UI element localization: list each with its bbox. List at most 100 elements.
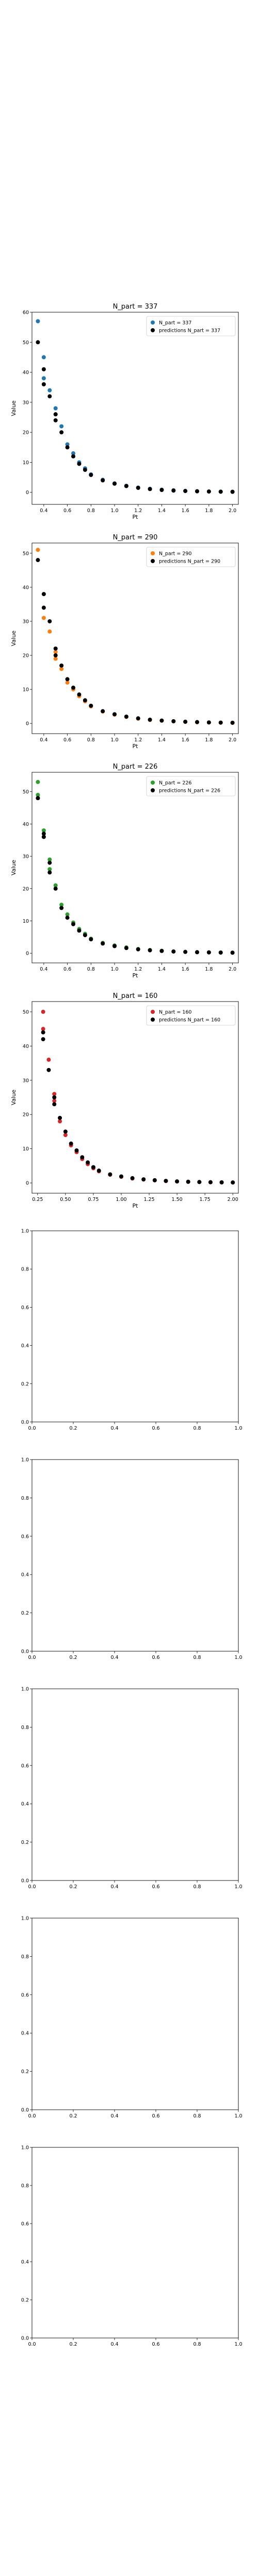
data-point [164, 1179, 168, 1183]
data-point [124, 946, 128, 951]
legend-box [146, 316, 236, 336]
x-tick-label: 1.25 [143, 1197, 154, 1202]
y-tick-label: 0.0 [21, 1649, 29, 1655]
x-tick-label: 2.0 [229, 508, 236, 514]
y-tick-label: 0.0 [21, 1878, 29, 1884]
data-point [183, 950, 188, 954]
legend: N_part = 160 predictions N_part = 160 [146, 1005, 236, 1026]
data-point [53, 650, 58, 654]
y-tick-label: 0.2 [21, 1611, 29, 1616]
y-tick-label: 0.4 [21, 1572, 29, 1578]
chart-title: N_part = 226 [113, 763, 158, 771]
data-point [96, 1168, 101, 1173]
data-point [53, 646, 58, 651]
data-point [41, 1027, 45, 1031]
data-point [59, 663, 64, 668]
x-axis-label: Pt [133, 743, 139, 750]
data-point [65, 916, 70, 920]
data-point [218, 720, 223, 725]
x-tick-label: 0.6 [152, 1426, 159, 1431]
x-tick-label: 1.6 [182, 967, 189, 972]
y-tick-label: 10 [23, 919, 29, 924]
data-point [41, 828, 46, 833]
legend-entry: predictions N_part = 337 [159, 328, 220, 334]
data-point [58, 1119, 62, 1124]
x-tick-label: 1.0 [234, 1884, 242, 1890]
data-point [41, 835, 46, 839]
data-point [52, 1092, 57, 1096]
y-tick-label: 60 [23, 310, 29, 316]
data-point [230, 489, 235, 494]
data-point [65, 442, 70, 447]
series-2 [36, 340, 235, 494]
axes-frame [31, 772, 239, 963]
data-point [63, 1133, 68, 1138]
data-point [195, 720, 199, 724]
legend-box [146, 1005, 236, 1026]
subplot-1: N_part = 337 0.4 0.6 0.8 1.0 1.2 1.4 1.6 1.8 2.0 0… [10, 303, 239, 520]
data-point [53, 656, 58, 661]
y-tick-label: 0.2 [21, 1381, 29, 1387]
x-tick-label: 0.75 [88, 1197, 99, 1202]
data-point [136, 716, 140, 721]
x-tick-label: 0.4 [110, 2342, 118, 2347]
y-tick-label: 40 [23, 585, 29, 590]
data-point [195, 950, 199, 955]
x-axis-label: Pt [133, 514, 139, 520]
y-tick-label: 50 [23, 1009, 29, 1015]
data-point [52, 1098, 57, 1103]
x-tick-label: 0.8 [193, 1884, 201, 1890]
data-point [80, 1155, 85, 1160]
x-tick-label: 1.2 [134, 737, 142, 743]
data-point [36, 558, 40, 563]
data-point [101, 478, 105, 483]
y-tick-label: 0.4 [21, 2260, 29, 2265]
data-point [53, 412, 58, 417]
x-tick-label: 1.0 [234, 1655, 242, 1660]
x-tick-label: 0.6 [152, 1884, 159, 1890]
legend-box [146, 547, 236, 567]
legend-marker [151, 328, 155, 332]
subplot-7: 0.0 0.2 0.4 0.6 0.8 1.0 0.0 0.2 0.4 0.6 0.8 1.0 [21, 1687, 243, 1890]
data-point [89, 937, 93, 942]
legend-marker [151, 1010, 155, 1014]
data-point [53, 883, 58, 888]
data-point [53, 418, 58, 422]
x-tick-label: 0.8 [87, 967, 95, 972]
y-tick-label: 0.6 [21, 1534, 29, 1539]
data-point [41, 367, 46, 371]
legend-marker [151, 788, 155, 792]
x-tick-label: 1.0 [234, 2342, 242, 2347]
legend-marker [151, 781, 155, 785]
data-point [206, 720, 211, 725]
axes-frame [31, 1230, 239, 1422]
y-tick-label: 1.0 [21, 1458, 29, 1463]
data-point [101, 709, 105, 714]
data-point [136, 485, 140, 490]
data-point [47, 867, 52, 872]
x-tick-label: 2.00 [228, 1197, 238, 1202]
data-point [59, 424, 64, 429]
subplot-4: N_part = 160 0.25 0.50 0.75 1.00 1.25 1.50 1.75… [10, 992, 239, 1209]
legend-entry: predictions N_part = 226 [159, 788, 220, 794]
series-2 [41, 1030, 235, 1185]
y-tick-label: 30 [23, 619, 29, 624]
data-point [148, 487, 152, 492]
data-point [74, 1148, 79, 1153]
series-2 [36, 558, 235, 725]
x-tick-label: 0.2 [69, 1655, 77, 1660]
data-point [171, 949, 176, 954]
y-tick-label: 10 [23, 1146, 29, 1152]
data-point [159, 948, 164, 953]
legend-entry: predictions N_part = 160 [159, 1018, 220, 1023]
data-point [108, 1172, 112, 1177]
data-point [101, 941, 105, 946]
x-tick-label: 1.2 [134, 967, 142, 972]
data-point [91, 1165, 95, 1170]
subplot-5: 0.0 0.2 0.4 0.6 0.8 1.0 0.0 0.2 0.4 0.6 0.8 1.0 [21, 1229, 243, 1432]
y-tick-label: 40 [23, 370, 29, 376]
y-tick-label: 0.8 [21, 2183, 29, 2189]
data-point [183, 489, 188, 494]
y-tick-label: 0.6 [21, 1992, 29, 1998]
data-point [41, 355, 46, 360]
